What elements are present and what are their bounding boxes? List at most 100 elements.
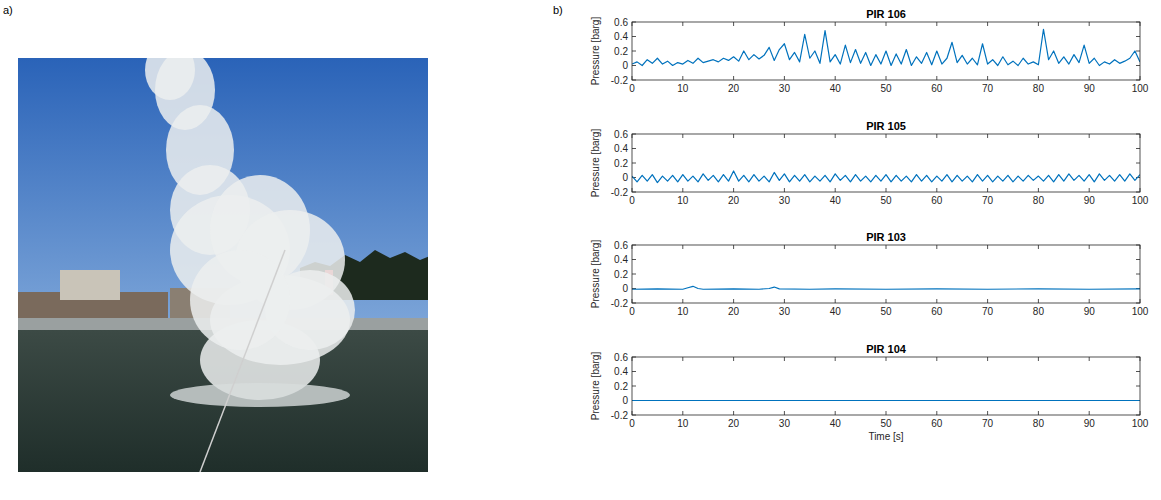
plot-frame [632,22,1140,80]
panel-label: b) [553,4,563,16]
y-tick [1136,36,1140,37]
x-tick [1038,411,1039,415]
x-tick-label: 30 [779,418,791,429]
panel-label: a) [3,4,13,16]
x-tick [835,245,836,249]
x-tick [886,134,887,138]
x-tick [886,245,887,249]
x-tick [987,357,988,361]
x-tick [987,188,988,192]
x-tick [1038,188,1039,192]
y-tick-label: 0.6 [614,17,628,28]
y-tick [1136,51,1140,52]
x-tick [886,76,887,80]
y-tick-label: 0.6 [614,240,628,251]
photo [18,58,428,472]
x-tick [987,76,988,80]
x-tick [936,76,937,80]
x-tick [1038,76,1039,80]
data-line [632,286,1140,289]
data-line [632,29,1140,65]
y-axis-title: Pressure [barg] [590,17,601,86]
x-tick [733,188,734,192]
x-tick-label: 30 [779,195,791,206]
y-tick-label: -0.2 [611,410,629,421]
x-tick [682,245,683,249]
y-axis-title: Pressure [barg] [590,129,601,198]
x-tick-label: 90 [1084,306,1096,317]
x-tick [835,134,836,138]
x-tick [682,76,683,80]
plume [190,250,290,350]
x-tick [936,411,937,415]
figure: a)b)PIR 106-0.200.20.40.6010203040506070… [0,0,1161,500]
building [60,270,120,300]
x-tick-label: 50 [880,306,892,317]
y-tick [632,371,636,372]
chart: PIR 105-0.200.20.40.60102030405060708090… [590,120,1149,206]
x-tick-label: 20 [728,83,740,94]
x-tick [987,22,988,26]
x-tick [784,22,785,26]
plume [145,58,195,100]
x-tick [733,134,734,138]
x-tick [1038,299,1039,303]
x-tick [886,22,887,26]
x-tick-label: 30 [779,83,791,94]
y-tick [1136,371,1140,372]
y-tick-label: -0.2 [611,75,629,86]
y-tick-label: 0.2 [614,158,628,169]
plot-bg [632,22,1140,80]
x-tick-label: 0 [629,306,635,317]
x-tick-label: 60 [931,306,943,317]
x-tick-label: 50 [880,418,892,429]
y-tick-label: 0 [622,283,628,294]
x-tick [1089,188,1090,192]
x-tick-label: 100 [1132,306,1149,317]
x-tick [733,22,734,26]
y-tick-label: -0.2 [611,298,629,309]
y-tick [632,148,636,149]
x-tick-label: 70 [982,306,994,317]
y-tick [1136,259,1140,260]
plot-bg [632,357,1140,415]
x-tick-label: 40 [830,306,842,317]
y-tick-label: -0.2 [611,187,629,198]
x-tick-label: 90 [1084,83,1096,94]
y-tick-label: 0 [622,172,628,183]
plot-area [632,400,1140,401]
y-tick [632,259,636,260]
x-tick [886,299,887,303]
x-tick [987,245,988,249]
x-tick [784,357,785,361]
x-tick-label: 10 [677,83,689,94]
y-axis-title: Pressure [barg] [590,240,601,309]
y-tick [632,65,636,66]
x-tick-label: 80 [1033,306,1045,317]
x-tick [784,188,785,192]
x-tick [835,76,836,80]
x-tick [1089,411,1090,415]
x-tick [682,188,683,192]
x-tick-label: 0 [629,83,635,94]
x-tick [835,357,836,361]
x-tick-label: 60 [931,83,943,94]
plot-bg [632,245,1140,303]
plot-area [632,171,1140,183]
x-tick [936,357,937,361]
x-axis-title: Time [s] [868,431,903,442]
x-tick [1038,22,1039,26]
y-tick-label: 0.2 [614,46,628,57]
x-tick [784,299,785,303]
x-tick-label: 100 [1132,195,1149,206]
x-tick [1038,134,1039,138]
x-tick-label: 100 [1132,418,1149,429]
chart-title: PIR 106 [866,8,906,20]
x-tick [784,245,785,249]
x-tick-label: 20 [728,306,740,317]
x-tick [936,245,937,249]
x-tick-label: 0 [629,195,635,206]
chart-title: PIR 103 [866,231,906,243]
x-tick [1089,22,1090,26]
y-tick [1136,274,1140,275]
